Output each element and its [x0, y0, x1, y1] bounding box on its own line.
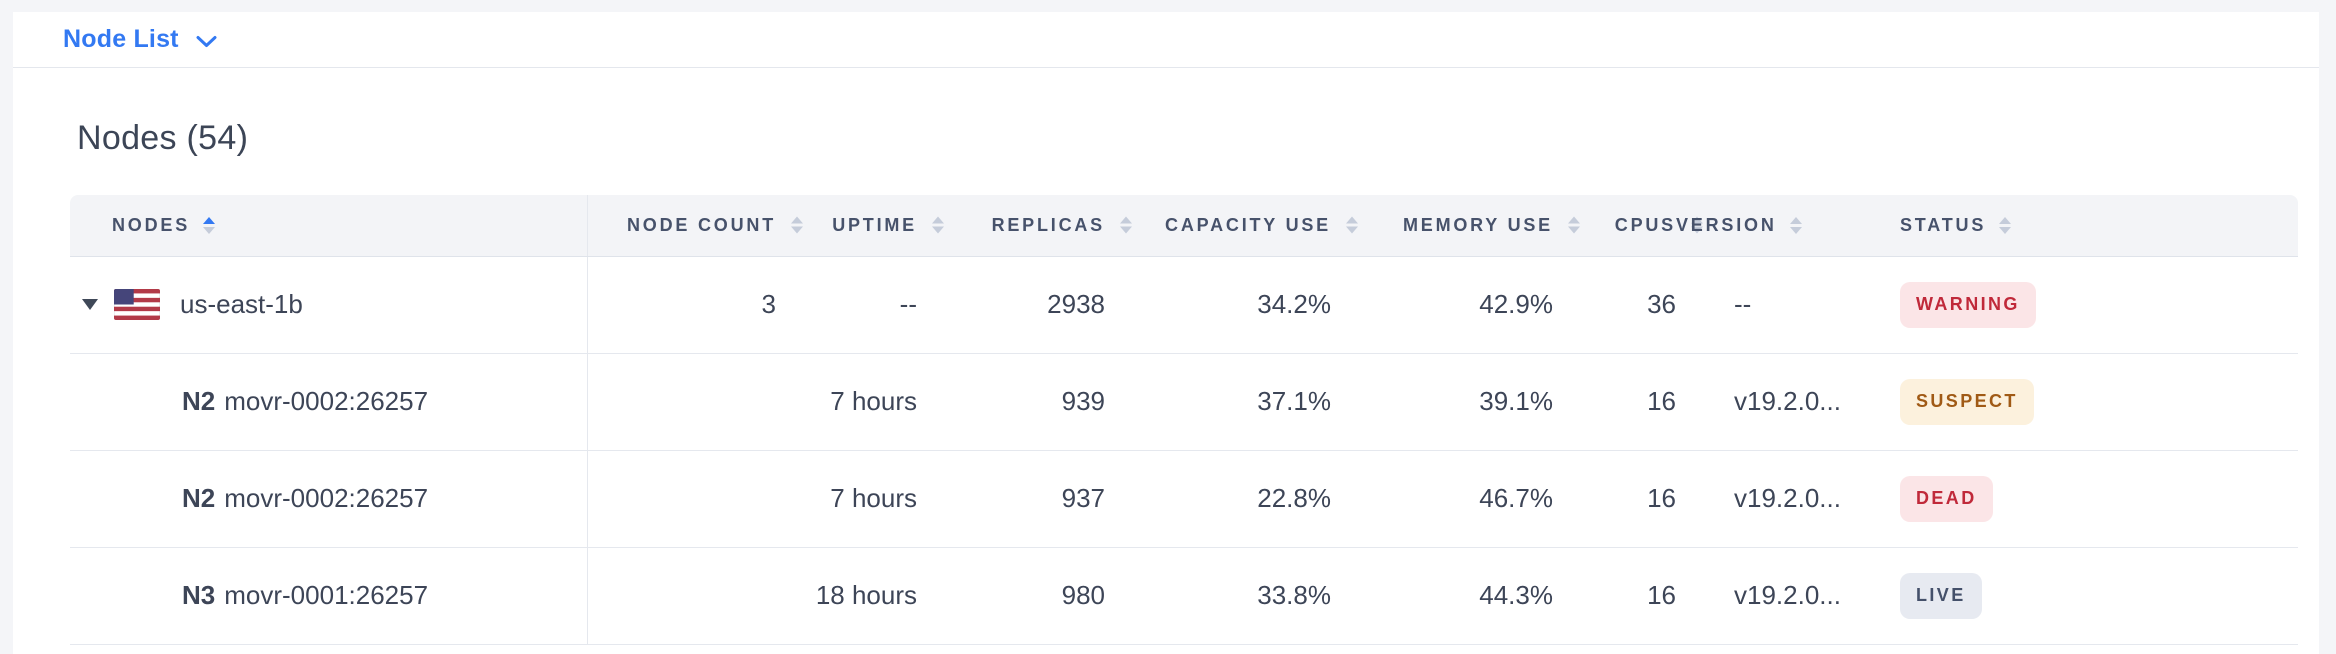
table-header-row: NODES NODE COUNT UPTIME REPLICAS CAPACITY US… [70, 194, 2298, 257]
column-header-status[interactable]: STATUS [1900, 195, 2298, 256]
nodes-cell: us-east-1b [70, 257, 587, 353]
version-cell: v19.2.0... [1734, 386, 1841, 417]
expand-caret-icon[interactable] [82, 299, 98, 311]
memory-use-cell: 46.7% [1479, 483, 1553, 514]
memory-use-cell: 39.1% [1479, 386, 1553, 417]
page-title: Nodes (54) [77, 119, 249, 157]
node-count-cell [587, 353, 776, 450]
sort-icon [1346, 216, 1358, 234]
column-header-label: VERSION [1676, 214, 1777, 235]
memory-use-cell: 44.3% [1479, 580, 1553, 611]
node-id: N3 [182, 580, 216, 611]
content-area: Nodes (54) NODES NODE COUNT UPTIME REPLICAS… [13, 118, 2319, 645]
status-badge: LIVE [1900, 572, 1982, 619]
nodes-cell: N2 movr-0002:26257 [70, 354, 587, 450]
column-header-label: MEMORY USE [1402, 214, 1553, 235]
column-header-uptime[interactable]: UPTIME [776, 195, 944, 256]
column-header-replicas[interactable]: REPLICAS [917, 195, 1132, 256]
uptime-cell: -- [899, 289, 917, 320]
status-cell: WARNING [1900, 257, 2298, 353]
sort-icon [1691, 216, 1703, 234]
version-cell: v19.2.0... [1734, 483, 1841, 514]
sort-icon [1120, 216, 1132, 234]
status-cell: LIVE [1900, 548, 2298, 644]
capacity-use-cell: 22.8% [1257, 483, 1331, 514]
cpus-cell: 16 [1647, 580, 1676, 611]
node-name: movr-0001:26257 [224, 580, 429, 611]
capacity-use-cell: 37.1% [1257, 386, 1331, 417]
cpus-cell: 16 [1647, 386, 1676, 417]
column-header-cpus[interactable]: CPUS [1553, 195, 1703, 256]
top-bar: Node List [13, 12, 2319, 68]
column-header-version[interactable]: VERSION [1676, 195, 1900, 256]
status-cell: SUSPECT [1900, 354, 2298, 450]
column-header-label: REPLICAS [991, 214, 1105, 235]
capacity-use-cell: 34.2% [1257, 289, 1331, 320]
replicas-cell: 939 [1061, 386, 1105, 417]
column-header-label: STATUS [1900, 214, 1987, 235]
status-badge: SUSPECT [1900, 378, 2034, 425]
sort-icon [203, 216, 216, 234]
sort-icon [1568, 216, 1580, 234]
table-row[interactable]: N2 movr-0002:26257 7 hours 937 22.8% 46.… [70, 450, 2298, 548]
sort-icon [791, 216, 803, 234]
node-count-cell: 3 [587, 256, 776, 353]
sort-icon [932, 216, 944, 234]
node-list-dropdown[interactable]: Node List [63, 25, 217, 54]
cpus-cell: 36 [1647, 289, 1676, 320]
status-badge: DEAD [1900, 475, 1993, 522]
cpus-cell: 16 [1647, 483, 1676, 514]
column-header-label: NODE COUNT [627, 214, 776, 235]
node-list-card: Node List Nodes (54) NODES NODE COUNT UPTI… [13, 12, 2319, 654]
replicas-cell: 2938 [1047, 289, 1105, 320]
uptime-cell: 7 hours [830, 483, 917, 514]
nodes-cell: N2 movr-0002:26257 [70, 451, 587, 547]
sort-icon [1999, 216, 2012, 234]
table-row[interactable]: us-east-1b 3 -- 2938 34.2% 42.9% 36 -- W… [70, 256, 2298, 354]
version-cell: v19.2.0... [1734, 580, 1841, 611]
node-name: movr-0002:26257 [224, 386, 429, 417]
memory-use-cell: 42.9% [1479, 289, 1553, 320]
column-header-node-count[interactable]: NODE COUNT [587, 194, 803, 256]
replicas-cell: 980 [1061, 580, 1105, 611]
column-header-capacity-use[interactable]: CAPACITY USE [1105, 195, 1358, 256]
node-count-cell [587, 450, 776, 547]
version-cell: -- [1734, 289, 1752, 320]
column-header-label: CAPACITY USE [1165, 214, 1331, 235]
status-badge: WARNING [1900, 281, 2036, 328]
capacity-use-cell: 33.8% [1257, 580, 1331, 611]
table-body: us-east-1b 3 -- 2938 34.2% 42.9% 36 -- W… [70, 256, 2298, 645]
table-row[interactable]: N2 movr-0002:26257 7 hours 939 37.1% 39.… [70, 353, 2298, 451]
node-id: N2 [182, 483, 216, 514]
column-header-nodes[interactable]: NODES [70, 195, 587, 256]
node-id: N2 [182, 386, 216, 417]
sort-icon [1789, 216, 1802, 234]
us-flag-icon [114, 289, 160, 321]
node-count-cell [587, 547, 776, 644]
nodes-cell: N3 movr-0001:26257 [70, 548, 587, 644]
node-list-dropdown-label: Node List [63, 25, 179, 53]
chevron-down-icon [196, 32, 217, 48]
column-header-label: UPTIME [832, 214, 917, 235]
uptime-cell: 7 hours [830, 386, 917, 417]
replicas-cell: 937 [1061, 483, 1105, 514]
status-cell: DEAD [1900, 451, 2298, 547]
nodes-table: NODES NODE COUNT UPTIME REPLICAS CAPACITY US… [70, 194, 2298, 645]
column-header-memory-use[interactable]: MEMORY USE [1331, 195, 1580, 256]
uptime-cell: 18 hours [815, 580, 917, 611]
column-header-label: CPUS [1614, 214, 1676, 235]
node-name: movr-0002:26257 [224, 483, 429, 514]
table-row[interactable]: N3 movr-0001:26257 18 hours 980 33.8% 44… [70, 547, 2298, 645]
node-name: us-east-1b [180, 289, 303, 320]
column-header-label: NODES [112, 214, 191, 235]
